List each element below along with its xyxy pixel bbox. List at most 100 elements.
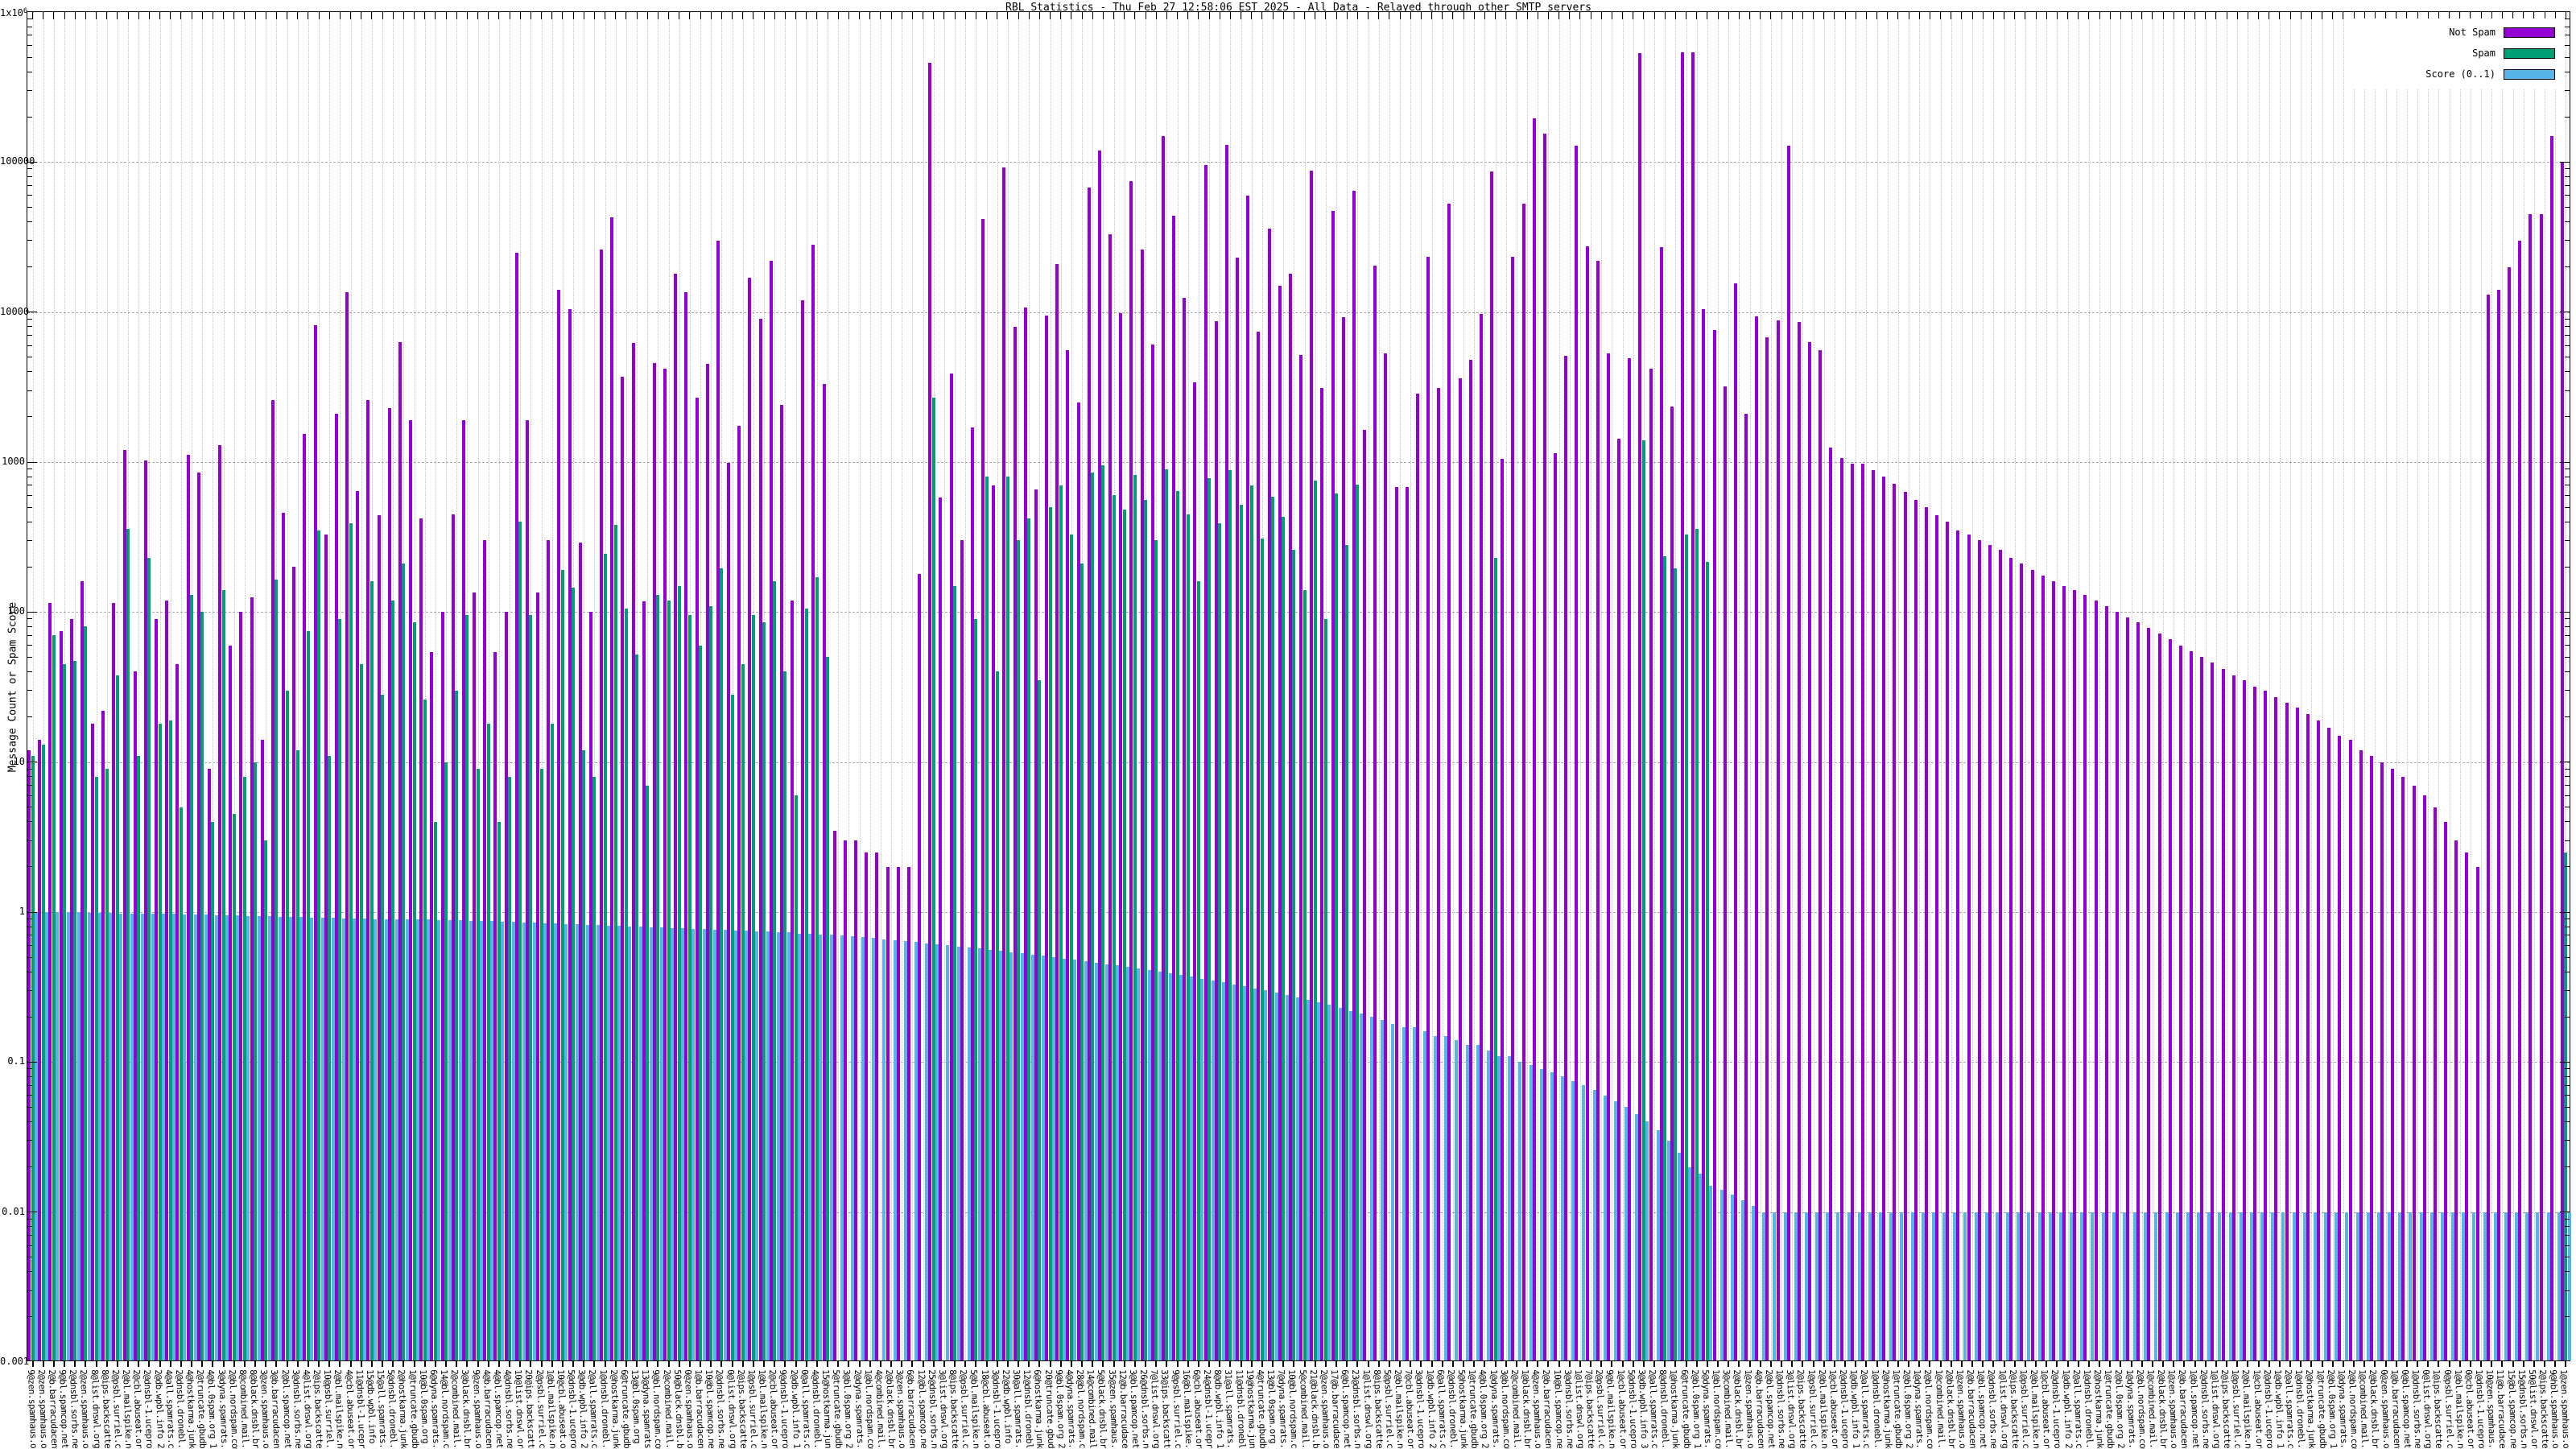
- x-tick-bottom: [1579, 1360, 1581, 1367]
- x-tick-bottom: [1748, 1360, 1751, 1367]
- x-gridline: [2025, 12, 2026, 1360]
- y-tick-minor: [27, 1166, 32, 1168]
- x-tick-top: [1442, 12, 1443, 19]
- bar-not-spam: [536, 592, 540, 1360]
- x-tick-top: [2088, 12, 2090, 19]
- bar-not-spam: [2412, 785, 2416, 1360]
- bar-score-0-1-: [353, 918, 357, 1360]
- x-tick-bottom: [1621, 1360, 1624, 1367]
- bar-not-spam: [2433, 807, 2437, 1360]
- x-tick-bottom: [1102, 1360, 1104, 1367]
- x-tick-bottom: [85, 1360, 87, 1367]
- bar-score-0-1-: [56, 912, 60, 1360]
- bar-not-spam: [631, 343, 635, 1360]
- y-tick-minor: [27, 716, 32, 718]
- bar-not-spam: [2391, 769, 2395, 1360]
- x-tick-top: [2523, 12, 2524, 19]
- bar-not-spam: [2147, 628, 2151, 1360]
- x-gridline: [2428, 12, 2429, 1360]
- bar-spam: [550, 724, 554, 1360]
- bar-score-0-1-: [267, 916, 271, 1360]
- x-tick-bottom: [1356, 1360, 1359, 1367]
- bar-not-spam: [1511, 256, 1515, 1360]
- bar-not-spam: [2549, 135, 2553, 1360]
- bar-score-0-1-: [1953, 1212, 1957, 1360]
- bar-spam: [147, 557, 151, 1360]
- bar-not-spam: [906, 866, 910, 1360]
- y-tick-minor: [27, 566, 32, 568]
- x-tick-top: [615, 12, 617, 19]
- bar-score-0-1-: [2504, 1212, 2508, 1360]
- bar-not-spam: [2486, 295, 2490, 1360]
- bar-not-spam: [2136, 622, 2140, 1360]
- x-gridline: [859, 12, 861, 1360]
- x-tick-top: [138, 12, 139, 19]
- bar-score-0-1-: [331, 917, 335, 1360]
- x-tick-bottom: [42, 1360, 44, 1367]
- x-tick-bottom: [159, 1360, 161, 1367]
- bar-score-0-1-: [1783, 1212, 1787, 1360]
- y-tick-minor: [27, 656, 32, 658]
- bar-score-0-1-: [956, 946, 960, 1360]
- bar-not-spam: [674, 274, 678, 1360]
- bar-not-spam: [2115, 612, 2119, 1360]
- x-gridline: [2491, 12, 2493, 1360]
- x-tick-bottom: [169, 1360, 171, 1367]
- x-gridline: [2512, 12, 2514, 1360]
- x-tick-bottom: [1526, 1360, 1529, 1367]
- bar-not-spam: [409, 420, 413, 1360]
- bar-spam: [465, 615, 469, 1360]
- bar-spam: [1101, 465, 1105, 1360]
- bar-not-spam: [1554, 452, 1558, 1360]
- bar-not-spam: [1108, 234, 1113, 1360]
- x-tick-bottom: [2130, 1360, 2132, 1367]
- x-tick-bottom: [2533, 1360, 2535, 1367]
- x-tick-top: [424, 12, 426, 19]
- bar-not-spam: [419, 518, 423, 1360]
- x-tick-top: [1834, 12, 1835, 19]
- bar-not-spam: [832, 830, 836, 1360]
- x-tick-top: [890, 12, 892, 19]
- x-tick-top: [328, 12, 330, 19]
- y-tick-minor: [2565, 221, 2570, 222]
- y-tick-minor: [2565, 1068, 2570, 1070]
- y-tick-minor: [27, 1140, 32, 1141]
- bar-not-spam: [1045, 315, 1049, 1360]
- x-tick-bottom: [540, 1360, 543, 1367]
- x-tick-bottom: [1918, 1360, 1921, 1367]
- x-gridline: [1452, 12, 1454, 1360]
- x-tick-bottom: [2289, 1360, 2292, 1367]
- legend-row: Score (0..1): [2425, 64, 2555, 85]
- bar-score-0-1-: [649, 927, 653, 1360]
- x-tick-bottom: [2512, 1360, 2514, 1367]
- x-tick-top: [1038, 12, 1040, 19]
- x-tick-bottom: [1759, 1360, 1761, 1367]
- x-tick-top: [2406, 12, 2408, 19]
- x-gridline: [891, 12, 893, 1360]
- x-tick-bottom: [1006, 1360, 1009, 1367]
- bar-score-0-1-: [2091, 1212, 2095, 1360]
- bar-spam: [2564, 852, 2568, 1360]
- bar-not-spam: [2157, 633, 2161, 1360]
- bar-score-0-1-: [2048, 1212, 2052, 1360]
- bar-not-spam: [2200, 657, 2204, 1360]
- bar-not-spam: [1617, 439, 1621, 1360]
- x-tick-top: [986, 12, 988, 19]
- bar-not-spam: [69, 618, 73, 1360]
- x-tick-bottom: [1695, 1360, 1698, 1367]
- bar-score-0-1-: [575, 924, 579, 1360]
- x-tick-bottom: [1876, 1360, 1878, 1367]
- x-tick-bottom: [688, 1360, 691, 1367]
- x-gridline: [233, 12, 235, 1360]
- bar-not-spam: [1437, 388, 1441, 1360]
- x-tick-top: [127, 12, 129, 19]
- bar-not-spam: [1479, 314, 1483, 1360]
- bar-not-spam: [1956, 530, 1960, 1360]
- bar-score-0-1-: [1094, 962, 1098, 1360]
- x-tick-top: [466, 12, 468, 19]
- x-tick-top: [1558, 12, 1560, 19]
- x-tick-bottom: [1463, 1360, 1465, 1367]
- bar-not-spam: [1023, 308, 1027, 1360]
- x-tick-bottom: [1208, 1360, 1211, 1367]
- bar-not-spam: [1426, 256, 1430, 1360]
